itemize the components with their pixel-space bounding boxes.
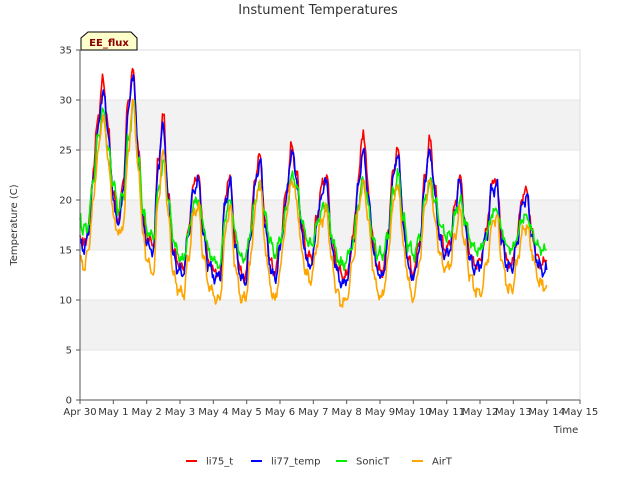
x-tick-label: May 2 bbox=[132, 407, 162, 418]
x-tick-label: May 7 bbox=[298, 407, 328, 418]
x-tick-label: May 12 bbox=[462, 407, 499, 418]
x-tick-label: May 1 bbox=[98, 407, 128, 418]
y-tick-label: 20 bbox=[59, 196, 72, 207]
legend: li75_t li77_temp SonicT AirT bbox=[186, 457, 453, 468]
y-tick-label: 15 bbox=[59, 246, 72, 257]
y-tick-label: 35 bbox=[59, 46, 72, 57]
y-tick-label: 5 bbox=[66, 346, 72, 357]
x-tick-label: May 5 bbox=[232, 407, 262, 418]
x-tick-label: May 10 bbox=[395, 407, 432, 418]
series-line-airt bbox=[79, 98, 548, 308]
legend-label-sonict: SonicT bbox=[356, 457, 390, 468]
legend-label-li75-t: li75_t bbox=[206, 457, 233, 468]
x-tick-label: Apr 30 bbox=[63, 407, 96, 418]
axes bbox=[79, 49, 581, 401]
x-tick-label: May 14 bbox=[528, 407, 565, 418]
y-tick-label: 30 bbox=[59, 96, 72, 107]
y-tick-label: 0 bbox=[66, 396, 72, 407]
y-tick-label: 25 bbox=[59, 146, 72, 157]
x-tick-label: May 11 bbox=[428, 407, 465, 418]
badge-shape bbox=[80, 31, 138, 51]
plot-band bbox=[80, 100, 580, 150]
series-layer bbox=[79, 67, 548, 308]
legend-label-airt: AirT bbox=[432, 457, 453, 468]
y-axis-title: Temperature (C) bbox=[9, 184, 20, 266]
x-tick-label: May 8 bbox=[332, 407, 362, 418]
series-line-sonict bbox=[79, 99, 547, 272]
y-axis-ticks: 0 5 10 15 20 25 30 35 bbox=[59, 46, 80, 407]
x-tick-label: May 13 bbox=[495, 407, 532, 418]
x-tick-label: May 3 bbox=[165, 407, 195, 418]
x-tick-label: May 9 bbox=[365, 407, 395, 418]
x-tick-label: May 4 bbox=[198, 407, 228, 418]
chart-title: Instument Temperatures bbox=[238, 3, 398, 18]
y-tick-label: 10 bbox=[59, 296, 72, 307]
x-axis-title: Time bbox=[553, 425, 578, 436]
plot-band bbox=[80, 300, 580, 350]
x-tick-label: May 6 bbox=[265, 407, 295, 418]
x-axis-ticks: Apr 30 May 1 May 2 May 3 May 4 May 5 May 6 May … bbox=[63, 400, 598, 418]
legend-label-li77-temp: li77_temp bbox=[271, 457, 320, 468]
x-tick-label: May 15 bbox=[562, 407, 599, 418]
badge-label: EE_flux bbox=[89, 38, 129, 49]
flux-badge: EE_flux bbox=[80, 31, 138, 51]
